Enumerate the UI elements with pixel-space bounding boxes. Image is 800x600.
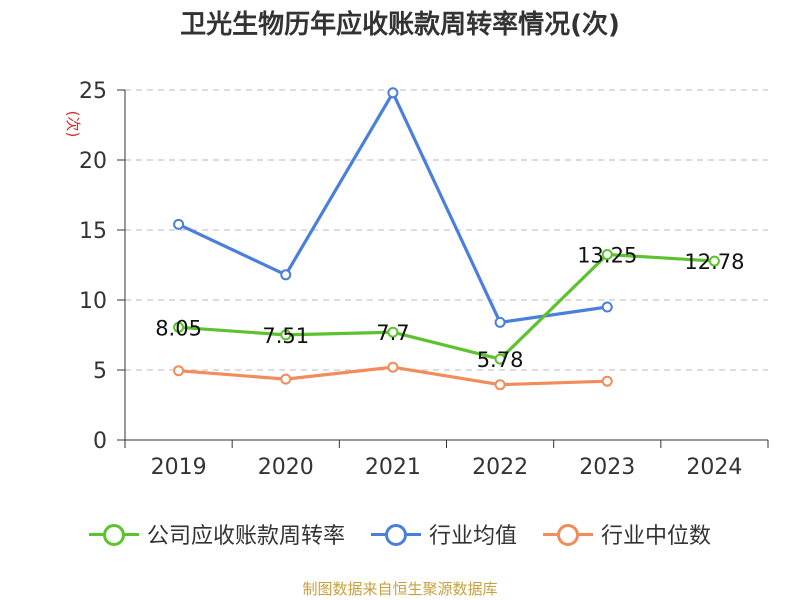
y-tick-label: 0 [93, 429, 107, 454]
data-label: 8.05 [155, 316, 202, 340]
data-label: 7.7 [376, 321, 409, 345]
y-tick-label: 15 [79, 219, 107, 244]
chart-title: 卫光生物历年应收账款周转率情况(次) [180, 10, 620, 40]
legend-label: 行业均值 [428, 524, 517, 549]
legend-label: 行业中位数 [601, 524, 712, 549]
x-tick-label: 2020 [258, 455, 314, 480]
x-tick-label: 2024 [686, 455, 742, 480]
source-note: 制图数据来自恒生聚源数据库 [302, 580, 498, 598]
data-point [387, 361, 399, 373]
x-tick-label: 2023 [579, 455, 635, 480]
y-tick-label: 25 [79, 79, 107, 104]
series-line [177, 91, 608, 324]
data-label: 12.78 [684, 250, 744, 274]
legend-swatch-icon [88, 523, 139, 546]
legend-swatch-icon [543, 523, 593, 546]
data-point [601, 375, 613, 387]
legend-label: 公司应收账款周转率 [146, 524, 345, 549]
data-point [601, 301, 613, 313]
y-tick-label: 20 [79, 149, 107, 174]
y-axis-label: (次) [64, 111, 82, 138]
data-label: 7.51 [262, 324, 309, 348]
data-point [173, 321, 185, 333]
data-point [387, 326, 399, 338]
legend: 公司应收账款周转率 行业均值 行业中位数 [0, 518, 800, 550]
data-point [280, 329, 292, 341]
legend-item[interactable]: 行业中位数 [543, 518, 711, 550]
legend-item[interactable]: 行业均值 [370, 518, 517, 550]
data-point [601, 249, 613, 260]
data-label: 13.25 [577, 244, 637, 268]
data-point [387, 87, 399, 99]
y-tick-label: 10 [79, 289, 107, 314]
series-line [178, 252, 715, 361]
data-point [708, 255, 720, 267]
legend-swatch-icon [370, 523, 421, 546]
data-point [280, 269, 292, 281]
data-point [494, 379, 506, 391]
data-point [494, 353, 506, 365]
x-tick-label: 2019 [151, 455, 207, 480]
x-tick-label: 2022 [472, 455, 528, 480]
data-label: 5.78 [477, 348, 524, 372]
legend-item[interactable]: 公司应收账款周转率 [88, 518, 345, 550]
y-tick-label: 5 [93, 359, 107, 384]
data-point [173, 365, 185, 377]
x-tick-label: 2021 [365, 455, 421, 480]
data-point [173, 218, 185, 230]
data-point [280, 373, 292, 385]
data-point [494, 316, 506, 328]
